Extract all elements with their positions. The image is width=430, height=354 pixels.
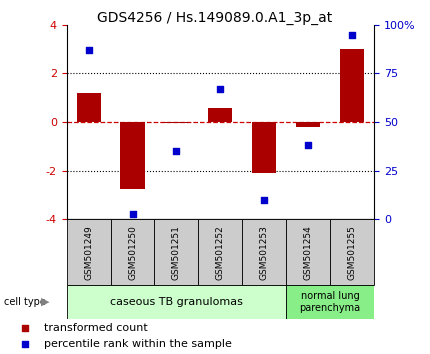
FancyBboxPatch shape <box>330 219 374 285</box>
Bar <box>120 122 144 189</box>
Text: normal lung
parenchyma: normal lung parenchyma <box>300 291 361 313</box>
Bar <box>208 108 233 122</box>
Text: ▶: ▶ <box>41 297 49 307</box>
FancyBboxPatch shape <box>286 219 330 285</box>
Point <box>217 86 224 92</box>
FancyBboxPatch shape <box>154 219 198 285</box>
Text: transformed count: transformed count <box>43 323 147 333</box>
Bar <box>164 122 188 123</box>
Bar <box>296 122 320 127</box>
Text: GSM501250: GSM501250 <box>128 225 137 280</box>
FancyBboxPatch shape <box>198 219 243 285</box>
FancyBboxPatch shape <box>286 285 374 319</box>
Point <box>85 47 92 53</box>
Bar <box>77 93 101 122</box>
Text: GSM501249: GSM501249 <box>84 225 93 280</box>
Text: caseous TB granulomas: caseous TB granulomas <box>110 297 243 307</box>
FancyBboxPatch shape <box>111 219 154 285</box>
Point <box>173 149 180 154</box>
Text: cell type: cell type <box>4 297 46 307</box>
Point <box>349 32 356 37</box>
Point <box>129 211 136 217</box>
Text: GSM501253: GSM501253 <box>260 225 269 280</box>
Text: GSM501255: GSM501255 <box>347 225 356 280</box>
Point <box>22 325 28 331</box>
Point <box>261 197 268 203</box>
FancyBboxPatch shape <box>243 219 286 285</box>
FancyBboxPatch shape <box>67 285 286 319</box>
Text: percentile rank within the sample: percentile rank within the sample <box>43 339 231 349</box>
Point <box>305 143 312 148</box>
Point <box>22 342 28 347</box>
Bar <box>252 122 276 173</box>
Text: GSM501252: GSM501252 <box>216 225 225 280</box>
Text: GDS4256 / Hs.149089.0.A1_3p_at: GDS4256 / Hs.149089.0.A1_3p_at <box>97 11 333 25</box>
Text: GSM501251: GSM501251 <box>172 225 181 280</box>
Text: GSM501254: GSM501254 <box>304 225 313 280</box>
FancyBboxPatch shape <box>67 219 111 285</box>
Bar <box>340 49 364 122</box>
